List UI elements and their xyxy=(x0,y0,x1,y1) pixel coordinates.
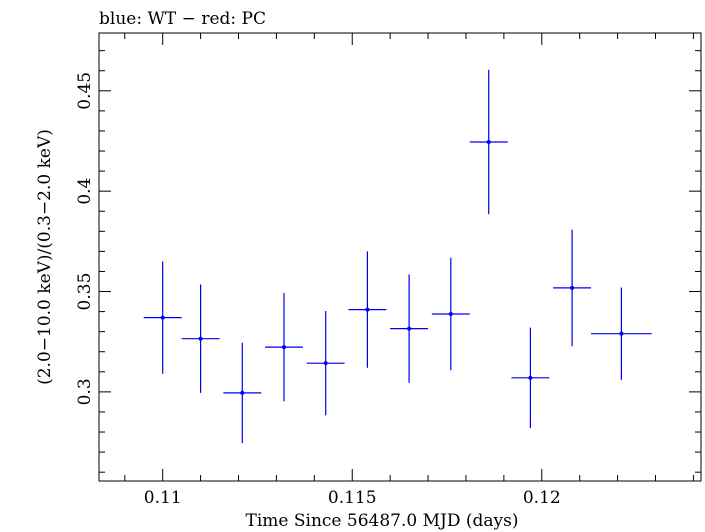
data-point xyxy=(431,257,470,371)
point-marker xyxy=(486,139,491,144)
point-marker xyxy=(240,390,245,395)
data-point xyxy=(306,310,345,416)
point-marker xyxy=(323,361,328,366)
data-point xyxy=(348,251,387,368)
plot-frame xyxy=(98,32,702,482)
chart-title: blue: WT − red: PC xyxy=(99,9,266,29)
axis-ticks xyxy=(99,33,701,481)
x-axis-label: Time Since 56487.0 MJD (days) xyxy=(246,511,519,531)
data-point xyxy=(265,292,303,402)
point-marker xyxy=(198,336,203,341)
point-marker xyxy=(619,331,624,336)
point-marker xyxy=(448,312,453,317)
point-marker xyxy=(160,315,165,320)
x-tick-label: 0.11 xyxy=(144,488,182,508)
tick-labels: 0.11 0.115 0.12 0.3 0.35 0.4 0.45 xyxy=(75,72,561,508)
x-tick-label: 0.115 xyxy=(328,488,377,508)
data-point xyxy=(390,274,429,383)
y-tick-label: 0.3 xyxy=(75,378,95,405)
y-tick-label: 0.45 xyxy=(75,72,95,110)
point-marker xyxy=(281,345,286,350)
data-point xyxy=(469,69,508,215)
data-point xyxy=(143,261,182,374)
y-tick-label: 0.35 xyxy=(75,273,95,311)
data-point xyxy=(223,342,262,444)
point-marker xyxy=(407,326,412,331)
y-tick-label: 0.4 xyxy=(75,178,95,205)
x-tick-label: 0.12 xyxy=(523,488,561,508)
data-series xyxy=(143,69,652,444)
point-marker xyxy=(365,307,370,312)
point-marker xyxy=(528,375,533,380)
data-point xyxy=(181,284,220,393)
data-point xyxy=(591,287,652,380)
data-point xyxy=(511,327,550,429)
data-point xyxy=(553,229,592,347)
y-axis-label: (2.0−10.0 keV)/(0.3−2.0 keV) xyxy=(35,129,55,385)
point-marker xyxy=(570,285,575,290)
